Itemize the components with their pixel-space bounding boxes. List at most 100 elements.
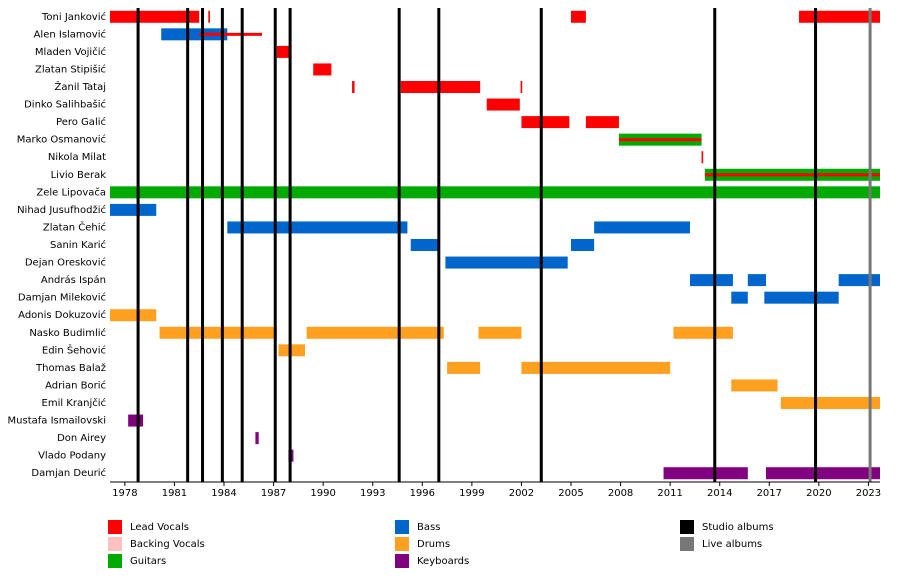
member-bar bbox=[618, 138, 702, 142]
member-name: Damjan Mileković bbox=[18, 292, 106, 304]
member-name: Nihad Jusufhodžić bbox=[17, 204, 106, 216]
member-bar bbox=[227, 221, 408, 234]
legend-label: Studio albums bbox=[702, 522, 774, 533]
member-bar bbox=[838, 274, 880, 287]
member-name: Emil Kranjčić bbox=[42, 397, 106, 409]
member-bar bbox=[571, 10, 586, 23]
legend-label: Drums bbox=[417, 539, 450, 550]
legend-swatch bbox=[395, 520, 409, 534]
x-tick-label: 1999 bbox=[459, 488, 484, 499]
x-tick-label: 1990 bbox=[310, 488, 335, 499]
x-tick-label: 2020 bbox=[806, 488, 831, 499]
legend-swatch bbox=[108, 520, 122, 534]
member-name: Zlatan Stipišić bbox=[35, 63, 106, 75]
x-tick-label: 2014 bbox=[707, 488, 732, 499]
x-tick-label: 1993 bbox=[360, 488, 385, 499]
member-name: Dinko Salihbašić bbox=[24, 99, 106, 111]
member-bar bbox=[520, 81, 523, 93]
member-bar bbox=[673, 326, 733, 339]
member-bar bbox=[110, 309, 157, 322]
member-bar bbox=[747, 274, 766, 287]
member-name: Marko Osmanović bbox=[17, 134, 106, 146]
member-bar bbox=[400, 81, 481, 93]
x-tick-label: 2011 bbox=[657, 488, 682, 499]
member-bar bbox=[799, 10, 880, 23]
legend-swatch bbox=[680, 537, 694, 551]
member-name: András Ispán bbox=[41, 274, 106, 286]
member-name: Dejan Oresković bbox=[25, 257, 106, 269]
member-name: Sanin Karić bbox=[50, 239, 106, 251]
x-tick-label: 1981 bbox=[162, 488, 187, 499]
member-bar bbox=[594, 221, 690, 234]
member-name: Thomas Balaž bbox=[35, 362, 106, 374]
member-name: Zele Lipovača bbox=[36, 186, 106, 198]
member-bar bbox=[159, 326, 277, 339]
member-name: Adrian Borić bbox=[45, 379, 106, 391]
member-bar bbox=[447, 361, 481, 374]
legend-swatch bbox=[680, 520, 694, 534]
member-name: Toni Janković bbox=[41, 11, 106, 23]
member-name: Pero Galić bbox=[56, 116, 106, 128]
legend-label: Guitars bbox=[130, 556, 166, 567]
legend-label: Backing Vocals bbox=[130, 539, 205, 550]
x-tick-label: 2005 bbox=[558, 488, 583, 499]
member-bar bbox=[764, 291, 839, 304]
member-bar bbox=[278, 344, 305, 357]
x-tick-label: 2017 bbox=[757, 488, 782, 499]
member-bar bbox=[208, 10, 210, 23]
member-bar bbox=[110, 203, 157, 216]
member-name: Vlado Podany bbox=[38, 451, 106, 462]
member-bar bbox=[478, 326, 522, 339]
member-bar bbox=[128, 414, 144, 427]
member-bar bbox=[780, 397, 880, 409]
member-name: Damjan Deurić bbox=[31, 467, 106, 479]
legend-swatch bbox=[108, 554, 122, 568]
member-bar bbox=[689, 274, 733, 287]
legend-swatch bbox=[395, 554, 409, 568]
legend-label: Live albums bbox=[702, 539, 762, 550]
member-bar bbox=[585, 116, 619, 129]
member-name: Zlatan Čehić bbox=[43, 220, 106, 233]
member-bar bbox=[704, 173, 880, 177]
member-name: Mustafa Ismailovski bbox=[8, 416, 106, 427]
x-tick-label: 1996 bbox=[410, 488, 435, 499]
member-name: Alen Islamović bbox=[34, 28, 106, 40]
member-bar bbox=[571, 239, 595, 251]
legend-swatch bbox=[108, 537, 122, 551]
member-bar bbox=[521, 116, 570, 129]
member-name: Nasko Budimlić bbox=[29, 327, 106, 339]
member-name: Edin Šehović bbox=[42, 343, 106, 356]
member-bar bbox=[110, 186, 880, 199]
member-name: Žanil Tataj bbox=[55, 80, 106, 93]
legend-label: Lead Vocals bbox=[130, 522, 189, 533]
legend-label: Bass bbox=[417, 522, 440, 533]
member-name: Livio Berak bbox=[51, 170, 107, 181]
member-bar bbox=[701, 151, 704, 164]
member-bar bbox=[199, 32, 263, 36]
member-bar bbox=[352, 81, 355, 93]
member-name: Don Airey bbox=[57, 433, 106, 444]
member-bar bbox=[161, 28, 228, 41]
member-bar bbox=[521, 361, 671, 374]
x-tick-label: 1987 bbox=[261, 488, 286, 499]
member-bar bbox=[731, 291, 748, 304]
legend-swatch bbox=[395, 537, 409, 551]
member-bar bbox=[306, 326, 444, 339]
member-bar bbox=[445, 256, 568, 269]
x-tick-label: 1984 bbox=[211, 488, 236, 499]
x-tick-label: 2002 bbox=[509, 488, 534, 499]
member-name: Nikola Milat bbox=[48, 152, 106, 163]
member-bar bbox=[731, 379, 778, 392]
member-bar bbox=[663, 467, 748, 480]
member-bar bbox=[255, 432, 259, 445]
x-tick-label: 2023 bbox=[856, 488, 881, 499]
member-name: Adonis Dokuzović bbox=[18, 309, 106, 321]
member-bar bbox=[765, 467, 880, 480]
member-bar bbox=[110, 10, 200, 23]
member-bar bbox=[486, 98, 520, 111]
member-bar bbox=[276, 45, 291, 58]
legend-label: Keyboards bbox=[417, 556, 469, 567]
member-bar bbox=[313, 63, 332, 76]
member-bar bbox=[410, 239, 439, 251]
